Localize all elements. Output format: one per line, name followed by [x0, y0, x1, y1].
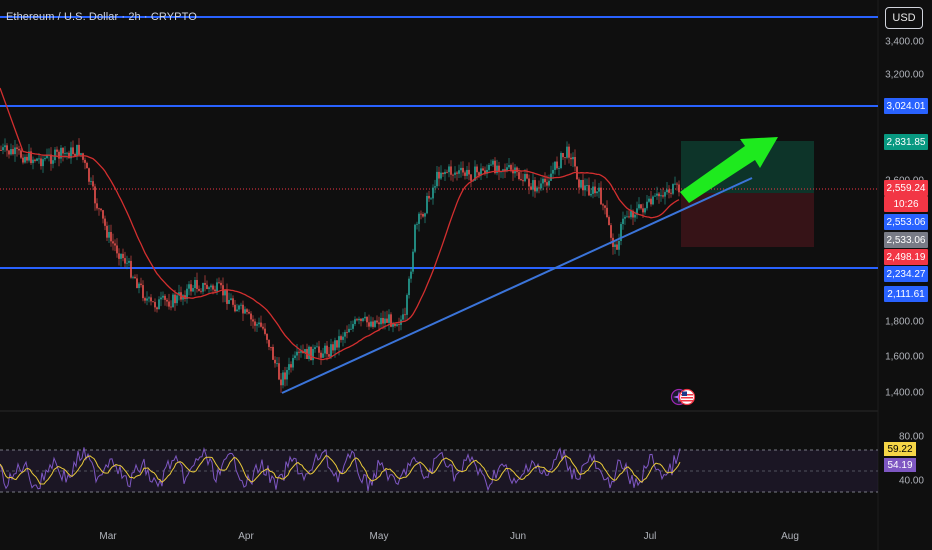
time-label: Jul	[643, 531, 657, 542]
rsi-tick: 40.00	[898, 475, 924, 487]
price-tag-support: 2,234.27	[884, 266, 928, 282]
price-tag-trendline: 2,553.06	[884, 214, 928, 230]
symbol-title[interactable]: Ethereum / U.S. Dollar · 2h · CRYPTO	[6, 11, 197, 23]
price-tick: 3,400.00	[885, 36, 924, 48]
price-tag-entry: 2,533.06	[884, 232, 928, 248]
moving-average-line	[0, 87, 680, 361]
price-tag-target: 2,831.85	[884, 134, 928, 150]
time-label: Mar	[99, 531, 117, 542]
price-tick: 1,600.00	[885, 351, 924, 363]
price-tag-low-line: 2,111.61	[884, 286, 928, 302]
time-label: May	[369, 531, 389, 542]
rsi-ma-line	[0, 455, 681, 485]
price-tag-resistance: 3,024.01	[884, 98, 928, 114]
rsi-tick: 80.00	[898, 431, 924, 443]
event-badge[interactable]	[670, 388, 696, 406]
rsi-ma-tag: 59.22	[884, 442, 916, 456]
time-label: Apr	[238, 531, 254, 542]
price-tick: 3,200.00	[885, 69, 924, 81]
price-tick: 1,800.00	[885, 316, 924, 328]
bullish-arrow[interactable]	[680, 137, 778, 203]
position-loss-zone[interactable]	[681, 193, 814, 247]
rsi-value-tag: 54.19	[884, 458, 916, 472]
price-tag-last: 2,559.24	[884, 180, 928, 196]
price-candles	[0, 138, 680, 393]
currency-button[interactable]: USD	[885, 7, 923, 29]
rsi-line	[0, 446, 681, 492]
price-tag-stop: 2,498.19	[884, 249, 928, 265]
ascending-trendline[interactable]	[281, 177, 753, 394]
price-tick: 1,400.00	[885, 387, 924, 399]
bar-countdown: 10:26	[884, 196, 928, 212]
time-label: Jun	[509, 531, 527, 542]
us-flag-icon	[678, 388, 696, 406]
time-label: Aug	[781, 531, 799, 542]
